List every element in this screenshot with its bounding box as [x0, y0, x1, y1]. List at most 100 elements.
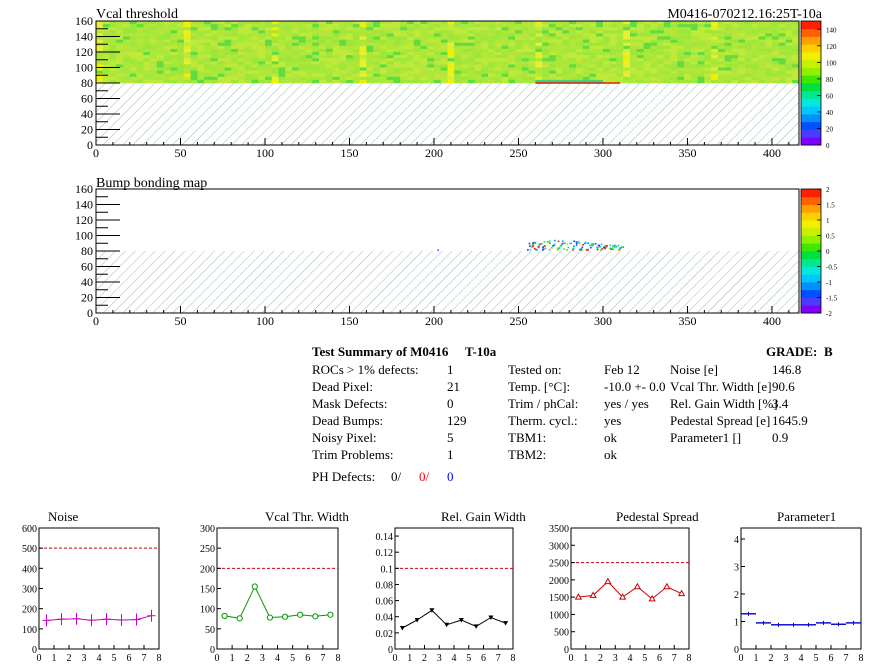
map-ytick: 100 — [75, 229, 93, 243]
summary-c3-label: Parameter1 [] — [670, 430, 741, 445]
data-point — [488, 615, 494, 621]
palette-tick: -1.5 — [826, 295, 838, 303]
plot-ytick: 1 — [734, 618, 739, 629]
plot-xtick: 7 — [844, 653, 849, 664]
map-ytick: 20 — [81, 291, 93, 305]
plot-xtick: 2 — [422, 653, 427, 664]
data-point — [281, 613, 289, 620]
map-xtick: 200 — [425, 146, 443, 160]
plot-ytick: 3500 — [549, 524, 569, 535]
data-point — [444, 622, 450, 628]
map-ytick: 40 — [81, 107, 93, 121]
map-xtick: 250 — [509, 314, 527, 328]
map-xtick: 200 — [425, 314, 443, 328]
map-xtick: 150 — [340, 314, 358, 328]
data-point — [297, 611, 304, 618]
summary-temp-tag: T-10a — [465, 344, 497, 359]
grade-value: B — [824, 344, 833, 359]
plot-ytick: 3000 — [549, 541, 569, 552]
data-point — [236, 615, 243, 622]
ph-defects-v3: 0 — [447, 469, 454, 484]
palette-tick: 140 — [826, 26, 837, 34]
plot-ytick: 100 — [200, 605, 215, 616]
plot-ytick: 200 — [200, 564, 215, 575]
grade-label: GRADE: — [766, 344, 817, 359]
palette-tick: 80 — [826, 76, 834, 84]
data-point — [251, 583, 258, 590]
summary-c2-value: Feb 12 — [604, 362, 640, 377]
palette-tick: 0 — [826, 142, 830, 150]
summary-c1-label: ROCs > 1% defects: — [312, 362, 419, 377]
plot-ytick: 0 — [734, 645, 739, 656]
data-point — [663, 582, 671, 590]
plot-xtick: 6 — [127, 653, 132, 664]
plot-xtick: 8 — [511, 653, 516, 664]
plot-xtick: 5 — [112, 653, 117, 664]
map-xtick: 150 — [340, 146, 358, 160]
plot-xtick: 6 — [829, 653, 834, 664]
map-ytick: 60 — [81, 260, 93, 274]
data-point — [458, 617, 464, 623]
plot-ytick: 0.06 — [376, 597, 394, 608]
module-id: M0416-070212.16:25T-10a — [667, 7, 822, 22]
summary-c2-label: TBM2: — [508, 447, 546, 462]
map-ytick: 100 — [75, 61, 93, 75]
plot-frame — [394, 527, 514, 650]
map-ytick: 40 — [81, 275, 93, 289]
map-ytick: 160 — [75, 182, 93, 196]
trend-plot-3: Rel. Gain Width 0 0.02 0.04 0.06 0.08 0.1 0.12 0… — [376, 509, 527, 664]
map-xtick: 400 — [763, 146, 781, 160]
data-point — [312, 613, 319, 620]
palette-tick: 0 — [826, 248, 830, 256]
map-xtick: 300 — [594, 146, 612, 160]
summary-c1-label: Mask Defects: — [312, 396, 387, 411]
plot-xtick: 4 — [97, 653, 102, 664]
summary-c2-value: ok — [604, 447, 618, 462]
plot-title: Noise — [48, 509, 79, 524]
data-point — [399, 626, 405, 631]
masked-region — [96, 251, 799, 313]
summary-c3-value: 1645.9 — [772, 413, 808, 428]
plot-ytick: 2500 — [549, 559, 569, 570]
palette-tick: 40 — [826, 109, 834, 117]
palette-tick: 1.5 — [826, 202, 835, 210]
plot-xtick: 1 — [230, 653, 235, 664]
plot-xtick: 7 — [672, 653, 677, 664]
data-point — [473, 624, 479, 629]
data-point — [414, 617, 420, 623]
palette-frame — [800, 20, 822, 146]
map-ytick: 120 — [75, 45, 93, 59]
plot-xtick: 2 — [67, 653, 72, 664]
map-xtick: 0 — [93, 314, 99, 328]
data-point — [618, 593, 627, 600]
plot-xtick: 7 — [142, 653, 147, 664]
summary-c3-label: Vcal Thr. Width [e] — [670, 379, 772, 394]
summary-c3-value: 146.8 — [772, 362, 801, 377]
plot-xtick: 2 — [598, 653, 603, 664]
map-ytick: 140 — [75, 30, 93, 44]
palette-tick: 0.5 — [826, 233, 835, 241]
data-point — [429, 608, 435, 613]
plot-xtick: 5 — [814, 653, 819, 664]
plot-xtick: 4 — [799, 653, 804, 664]
summary-c1-value: 0 — [447, 396, 454, 411]
summary-c2-label: TBM1: — [508, 430, 546, 445]
plot-xtick: 1 — [754, 653, 759, 664]
plot-ytick: 50 — [205, 625, 215, 636]
summary-c1-label: Noisy Pixel: — [312, 430, 377, 445]
map-ytick: 20 — [81, 123, 93, 137]
plot-xtick: 4 — [452, 653, 457, 664]
summary-c3-value: 0.9 — [772, 430, 788, 445]
summary-c1-value: 129 — [447, 413, 467, 428]
map-xtick: 100 — [256, 314, 274, 328]
trend-plot-4: Pedestal Spread 0 500 1000 1500 2000 2500 3000 3… — [549, 509, 699, 664]
summary-c1-value: 21 — [447, 379, 460, 394]
palette-tick: 120 — [826, 43, 837, 51]
plot-xtick: 0 — [215, 653, 220, 664]
map-xtick: 350 — [678, 314, 696, 328]
plot-xtick: 3 — [260, 653, 265, 664]
plot-ytick: 0 — [210, 645, 215, 656]
summary-c2-value: yes / yes — [604, 396, 649, 411]
